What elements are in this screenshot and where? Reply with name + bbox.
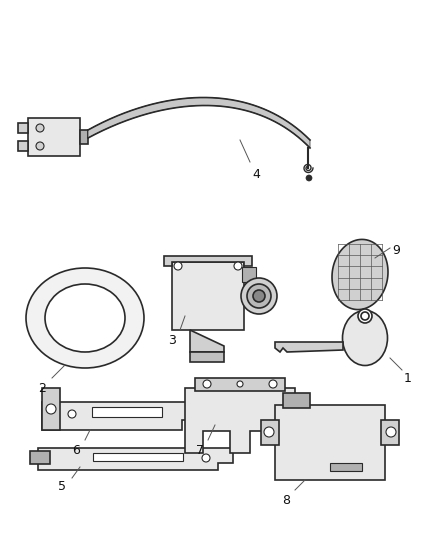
Circle shape	[361, 312, 369, 320]
Polygon shape	[42, 388, 60, 430]
Circle shape	[306, 175, 312, 181]
Text: 6: 6	[72, 444, 80, 457]
Bar	[92, 407, 162, 417]
Polygon shape	[195, 378, 285, 391]
Text: 4: 4	[252, 168, 260, 181]
Polygon shape	[18, 141, 28, 151]
Text: 1: 1	[404, 372, 412, 385]
Circle shape	[234, 262, 242, 270]
Text: 2: 2	[38, 382, 46, 395]
Polygon shape	[30, 451, 50, 464]
Polygon shape	[190, 352, 224, 362]
Ellipse shape	[343, 311, 388, 366]
Polygon shape	[88, 98, 310, 148]
Polygon shape	[242, 267, 256, 282]
Circle shape	[36, 124, 44, 132]
Circle shape	[269, 380, 277, 388]
Polygon shape	[164, 256, 252, 266]
Text: 8: 8	[282, 494, 290, 507]
Circle shape	[36, 142, 44, 150]
Circle shape	[264, 427, 274, 437]
Circle shape	[253, 290, 265, 302]
Circle shape	[174, 262, 182, 270]
Polygon shape	[261, 420, 279, 445]
Bar	[330, 463, 362, 471]
Polygon shape	[18, 123, 28, 133]
Polygon shape	[190, 330, 224, 352]
Polygon shape	[185, 388, 295, 453]
Circle shape	[358, 309, 372, 323]
Text: 5: 5	[58, 480, 66, 493]
Polygon shape	[80, 130, 88, 144]
Circle shape	[68, 410, 76, 418]
Polygon shape	[275, 342, 343, 352]
Polygon shape	[381, 420, 399, 445]
Text: 3: 3	[168, 334, 176, 347]
Circle shape	[202, 454, 210, 462]
Polygon shape	[38, 448, 233, 470]
Text: 9: 9	[392, 244, 400, 257]
Circle shape	[46, 404, 56, 414]
Bar	[93, 453, 183, 461]
Circle shape	[203, 380, 211, 388]
Polygon shape	[42, 402, 197, 430]
Polygon shape	[283, 393, 310, 408]
Ellipse shape	[45, 284, 125, 352]
Circle shape	[241, 278, 277, 314]
Circle shape	[247, 284, 271, 308]
Circle shape	[386, 427, 396, 437]
Circle shape	[237, 381, 243, 387]
Ellipse shape	[26, 268, 144, 368]
Polygon shape	[172, 262, 244, 330]
Polygon shape	[275, 405, 385, 480]
Polygon shape	[28, 118, 80, 156]
Polygon shape	[332, 239, 388, 310]
Text: 7: 7	[196, 444, 204, 457]
